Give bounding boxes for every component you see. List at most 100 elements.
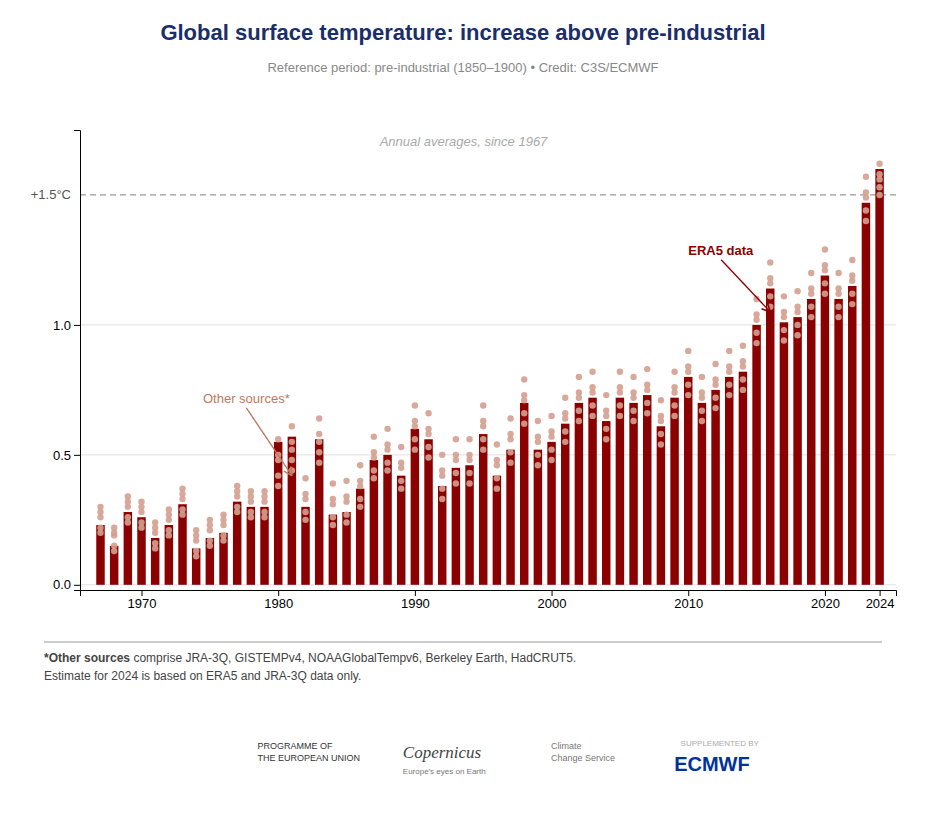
dot — [302, 496, 308, 502]
bar — [383, 455, 391, 585]
tick: 1990 — [401, 590, 430, 611]
series-label: Other sources* — [203, 391, 290, 406]
dot — [548, 457, 554, 463]
dot — [822, 267, 828, 273]
dot — [289, 423, 295, 429]
dot — [644, 410, 650, 416]
dot — [248, 493, 254, 499]
tick: 1.0 — [53, 318, 80, 333]
dot — [781, 337, 787, 343]
dot — [453, 470, 459, 476]
dot — [330, 480, 336, 486]
dot — [357, 483, 363, 489]
dot — [97, 509, 103, 515]
bar — [438, 486, 446, 585]
dot — [466, 470, 472, 476]
bar — [274, 442, 282, 585]
dot — [248, 509, 254, 515]
label-arrow — [721, 260, 770, 312]
dot — [480, 446, 486, 452]
dot — [97, 524, 103, 530]
bar — [411, 429, 419, 585]
dot — [617, 402, 623, 408]
bar — [698, 403, 706, 585]
footnote-text: comprise JRA-3Q, GISTEMPv4, NOAAGlobalTe… — [130, 651, 576, 665]
dot — [658, 441, 664, 447]
dot — [289, 439, 295, 445]
dot — [179, 506, 185, 512]
dot — [876, 176, 882, 182]
dot — [343, 519, 349, 525]
dot — [753, 330, 759, 336]
dot — [330, 514, 336, 520]
dot — [699, 394, 705, 400]
plot: 19701980199020002010202020240.00.51.0+1.… — [31, 131, 897, 612]
dot — [671, 368, 677, 374]
dot — [384, 446, 390, 452]
logo-text: ECMWF — [674, 753, 750, 775]
bar — [247, 507, 255, 585]
dot — [466, 436, 472, 442]
dot — [589, 368, 595, 374]
dot — [658, 418, 664, 424]
tick-mark — [825, 590, 826, 596]
dot — [371, 467, 377, 473]
dot — [644, 387, 650, 393]
dot — [576, 418, 582, 424]
dot — [261, 509, 267, 515]
dot — [671, 389, 677, 395]
bar — [397, 476, 405, 585]
dot — [521, 410, 527, 416]
dot — [357, 504, 363, 510]
bar — [465, 465, 473, 585]
dot — [712, 361, 718, 367]
dot — [343, 511, 349, 517]
dot — [289, 457, 295, 463]
dot — [494, 475, 500, 481]
tick-mark — [415, 590, 416, 596]
label-arrow — [246, 408, 291, 476]
dot — [576, 394, 582, 400]
dot — [138, 519, 144, 525]
bar — [862, 203, 870, 585]
tick: 2024 — [866, 590, 895, 611]
tick: 2020 — [811, 590, 840, 611]
tick-label: 2010 — [674, 596, 703, 611]
dot — [302, 475, 308, 481]
dot — [726, 381, 732, 387]
dot — [521, 420, 527, 426]
dot — [685, 381, 691, 387]
dot — [822, 291, 828, 297]
bar — [137, 517, 145, 585]
tick: 0.0 — [53, 577, 80, 592]
dot — [398, 478, 404, 484]
bar — [766, 289, 774, 585]
tick-label: 1.0 — [53, 318, 71, 333]
dot — [863, 174, 869, 180]
dot — [302, 509, 308, 515]
dot — [220, 532, 226, 538]
dot — [740, 343, 746, 349]
dot — [863, 218, 869, 224]
dot — [384, 467, 390, 473]
dot — [794, 322, 800, 328]
dot — [753, 317, 759, 323]
dot — [535, 462, 541, 468]
dot — [439, 485, 445, 491]
dot — [234, 488, 240, 494]
logo-text: PROGRAMME OFTHE EUROPEAN UNION — [257, 741, 360, 764]
dot — [412, 402, 418, 408]
bar — [301, 507, 309, 585]
bar — [657, 426, 665, 585]
bar — [807, 299, 815, 585]
dot — [275, 472, 281, 478]
dot — [630, 407, 636, 413]
dot — [275, 436, 281, 442]
dot — [494, 485, 500, 491]
dot — [316, 459, 322, 465]
dot — [480, 423, 486, 429]
logo-text: ClimateChange Service — [551, 741, 615, 764]
dot — [740, 376, 746, 382]
bar — [520, 403, 528, 585]
series-scatter — [97, 161, 882, 560]
